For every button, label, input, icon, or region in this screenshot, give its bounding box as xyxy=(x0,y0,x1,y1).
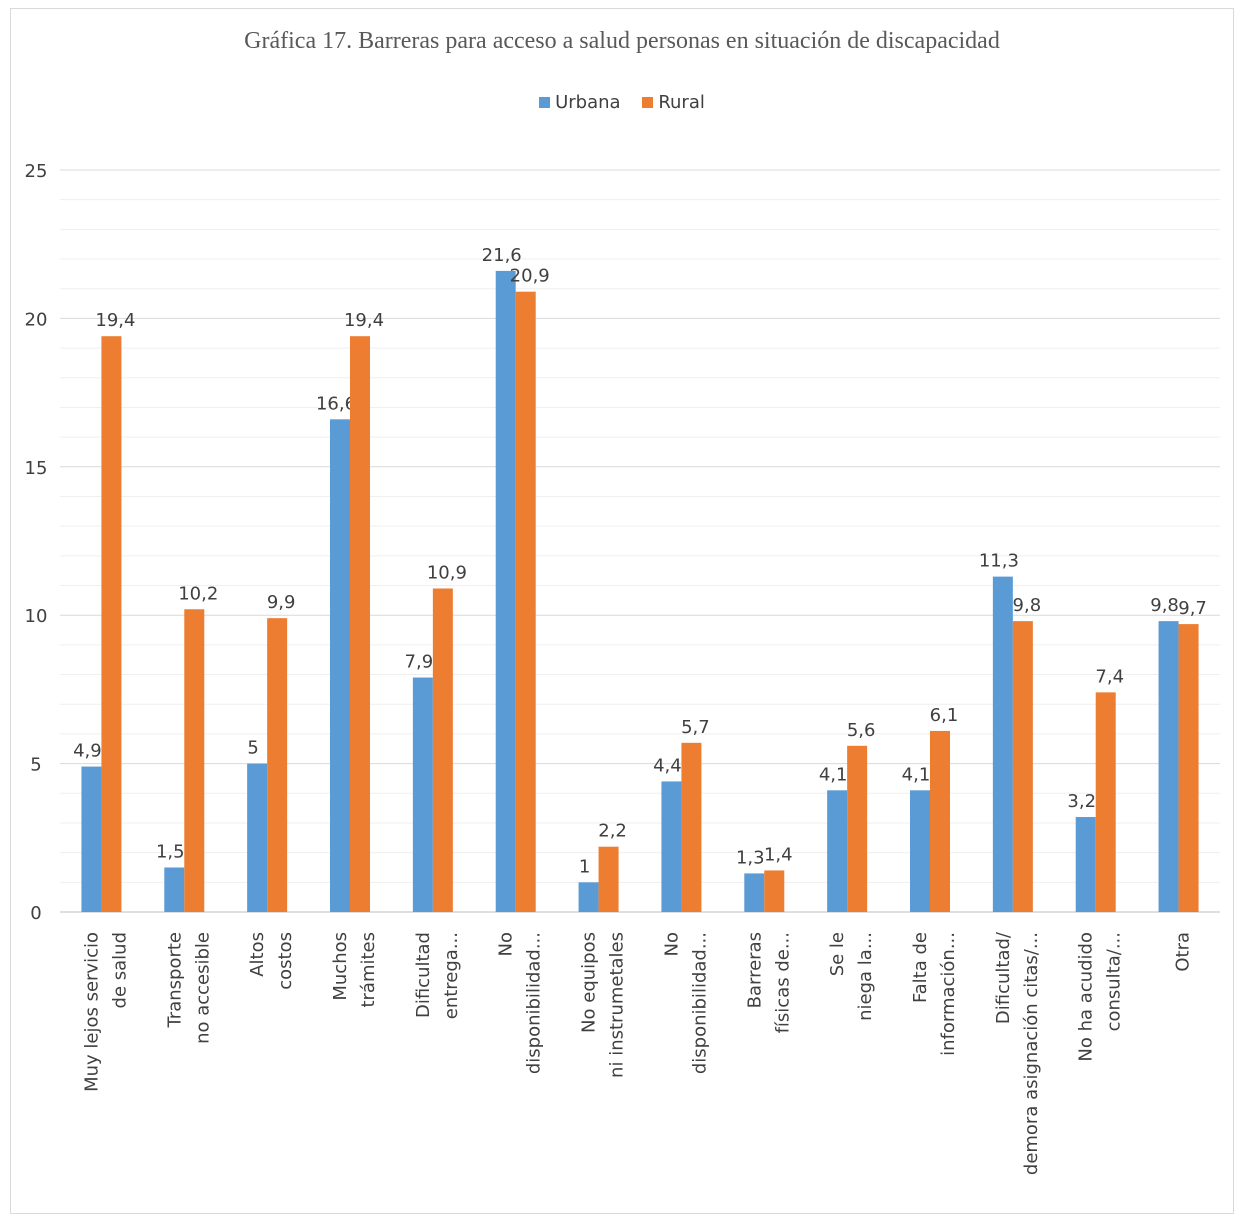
data-label-urbana: 5 xyxy=(247,738,258,759)
data-label-rural: 9,7 xyxy=(1178,598,1207,619)
y-tick-label: 20 xyxy=(25,309,48,330)
data-label-urbana: 4,4 xyxy=(653,755,682,776)
bar-urbana xyxy=(578,882,599,912)
data-label-urbana: 1 xyxy=(579,856,590,877)
bar-urbana xyxy=(330,419,350,912)
bar-urbana xyxy=(412,677,433,912)
x-category-label: No disponibilidad... xyxy=(661,932,710,1074)
y-tick-label: 0 xyxy=(30,903,41,924)
bar-urbana xyxy=(744,873,765,912)
bar-rural xyxy=(764,870,785,912)
data-label-rural: 19,4 xyxy=(344,310,384,331)
y-tick-label: 5 xyxy=(30,755,41,776)
bar-urbana xyxy=(495,270,516,912)
bar-rural xyxy=(1012,621,1033,912)
bar-rural xyxy=(681,742,702,912)
data-label-rural: 5,7 xyxy=(681,717,710,738)
data-label-urbana: 4,1 xyxy=(902,764,931,785)
data-label-rural: 7,4 xyxy=(1095,666,1124,687)
data-label-rural: 9,9 xyxy=(267,592,296,613)
legend-item-urbana[interactable]: Urbana xyxy=(539,92,621,113)
bar-rural xyxy=(930,730,950,912)
x-category-label: Dificultad entrega... xyxy=(413,932,462,1019)
bar-rural xyxy=(1178,624,1199,912)
x-category-label: Altos costos xyxy=(247,932,296,990)
bar-urbana xyxy=(81,766,102,912)
legend-item-rural[interactable]: Rural xyxy=(642,92,705,113)
data-label-rural: 9,8 xyxy=(1013,595,1042,616)
data-label-urbana: 16,6 xyxy=(316,393,356,414)
bar-rural xyxy=(515,291,536,912)
bar-rural xyxy=(1095,692,1116,912)
legend-swatch-urbana xyxy=(539,97,551,108)
bar-urbana xyxy=(164,867,185,912)
data-label-rural: 19,4 xyxy=(95,310,135,331)
bar-urbana xyxy=(1075,817,1096,912)
y-tick-label: 15 xyxy=(25,458,48,479)
data-label-urbana: 1,5 xyxy=(156,841,185,862)
x-category-label: Muy lejos servicio de salud xyxy=(81,932,130,1092)
data-label-rural: 5,6 xyxy=(847,720,876,741)
y-tick-label: 10 xyxy=(25,606,48,627)
bar-urbana xyxy=(910,790,930,912)
x-category-label: Muchos trámites xyxy=(330,932,379,1008)
bar-urbana xyxy=(827,790,848,912)
data-label-rural: 10,9 xyxy=(427,562,467,583)
data-label-urbana: 4,1 xyxy=(819,764,848,785)
x-category-label: Falta de información... xyxy=(910,932,959,1056)
x-category-label: Se le niega la... xyxy=(827,932,876,1021)
data-label-urbana: 21,6 xyxy=(482,245,522,266)
data-label-rural: 2,2 xyxy=(598,821,627,842)
chart-title: Gráfica 17. Barreras para acceso a salud… xyxy=(244,28,1000,54)
bar-rural xyxy=(598,846,619,912)
bar-rural xyxy=(847,745,868,912)
bar-rural xyxy=(101,336,122,912)
x-category-label: No ha acudido consulta/... xyxy=(1076,932,1125,1062)
bar-rural xyxy=(184,609,205,912)
data-label-urbana: 7,9 xyxy=(405,652,434,673)
x-category-label: Barreras físicas de... xyxy=(744,932,793,1033)
bar-urbana xyxy=(247,763,268,912)
legend-label-urbana: Urbana xyxy=(555,92,621,113)
x-category-label: Otra xyxy=(1173,932,1194,972)
data-label-urbana: 4,9 xyxy=(73,741,102,762)
x-category-label: No equipos ni instrumetales xyxy=(579,932,628,1078)
legend-label-rural: Rural xyxy=(658,92,705,113)
data-label-rural: 10,2 xyxy=(178,583,218,604)
data-label-rural: 20,9 xyxy=(510,266,550,287)
x-category-label: Transporte no accesible xyxy=(164,932,213,1044)
bar-urbana xyxy=(1158,621,1179,912)
legend: Urbana Rural xyxy=(10,92,1234,113)
bar-urbana xyxy=(661,781,682,912)
data-label-rural: 1,4 xyxy=(764,844,793,865)
legend-swatch-rural xyxy=(642,97,654,108)
bar-rural xyxy=(432,588,453,912)
x-category-label: Dificultad/demora asignación citas/... xyxy=(993,931,1042,1175)
data-label-urbana: 9,8 xyxy=(1150,595,1179,616)
bar-urbana xyxy=(992,576,1013,912)
y-tick-label: 25 xyxy=(25,161,48,182)
bar-rural xyxy=(267,618,288,912)
data-label-urbana: 11,3 xyxy=(979,551,1019,572)
data-label-urbana: 3,2 xyxy=(1067,791,1096,812)
data-label-urbana: 1,3 xyxy=(736,847,765,868)
bar-rural xyxy=(350,336,370,912)
chart-frame xyxy=(10,8,1234,1214)
data-label-rural: 6,1 xyxy=(930,705,959,726)
x-category-label: No disponibilidad... xyxy=(496,932,545,1074)
